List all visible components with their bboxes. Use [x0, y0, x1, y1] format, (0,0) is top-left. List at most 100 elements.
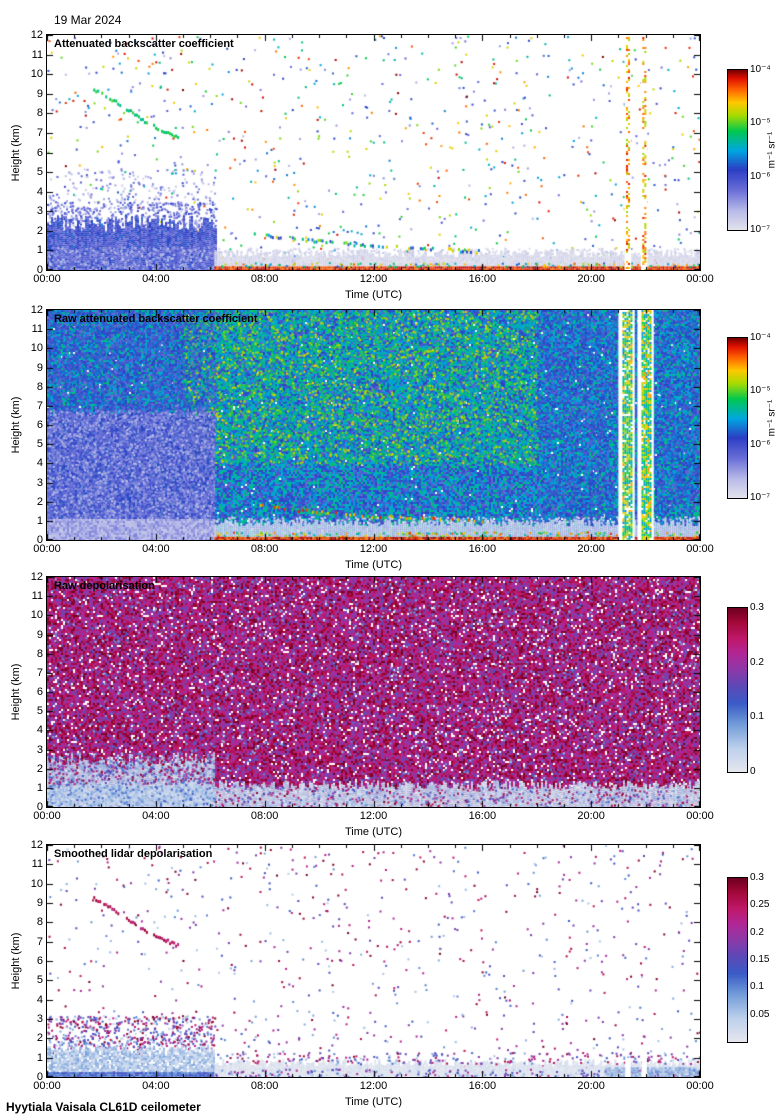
- panel-4-x-tick-5: 20:00: [577, 1080, 605, 1092]
- panel-3-y-tick-3: 3: [36, 743, 43, 756]
- panel-4-y-tick-2: 2: [36, 1032, 43, 1045]
- panel-4-y-tick-5: 5: [36, 974, 43, 987]
- panel-1-y-tick-10: 10: [30, 68, 43, 81]
- panel-4-x-tick-2: 08:00: [250, 1080, 279, 1092]
- panel-1-colorbar: [727, 69, 748, 231]
- panel-2-y-tick-5: 5: [36, 438, 43, 451]
- panel-4-y-tick-1: 1: [36, 1051, 43, 1064]
- panel-4-x-tick-6: 00:00: [686, 1080, 714, 1092]
- panel-1-y-tick-11: 11: [31, 48, 43, 61]
- panel-2-x-axis-label: Time (UTC): [344, 559, 403, 571]
- panel-1-colorbar-tick-3: 10⁻⁷: [750, 224, 771, 235]
- panel-4-y-tick-7: 7: [36, 935, 43, 948]
- panel-2-x-tick-1: 04:00: [142, 543, 170, 555]
- panel-3-y-tick-0: 0: [36, 801, 43, 813]
- panel-2-y-tick-8: 8: [36, 380, 43, 393]
- panel-2-x-tick-0: 00:00: [33, 543, 61, 555]
- panel-4-colorbar-tick-0: 0.3: [750, 872, 764, 883]
- panel-3-heatmap: [46, 576, 701, 808]
- panel-3-y-tick-1: 1: [36, 781, 43, 794]
- panel-1-y-tick-1: 1: [36, 244, 43, 257]
- panel-3-title: Raw depolarisation: [54, 580, 155, 592]
- panel-2-heatmap: [46, 309, 701, 541]
- panel-2-y-tick-2: 2: [36, 495, 43, 508]
- panel-2-x-tick-4: 16:00: [468, 543, 497, 555]
- panel-4-colorbar-tick-5: 0.05: [750, 1008, 770, 1020]
- panel-1-y-tick-6: 6: [36, 146, 43, 159]
- panel-2-y-tick-3: 3: [36, 476, 43, 489]
- panel-3-x-tick-3: 12:00: [359, 810, 388, 822]
- panel-3-x-tick-5: 20:00: [577, 810, 605, 822]
- panel-2-y-tick-9: 9: [36, 361, 43, 374]
- panel-3-x-tick-2: 08:00: [250, 810, 279, 822]
- panel-3-colorbar-tick-3: 0: [750, 766, 756, 777]
- panel-1-y-tick-9: 9: [36, 87, 43, 100]
- panel-1-y-tick-0: 0: [36, 264, 43, 276]
- panel-4-x-tick-0: 00:00: [33, 1080, 61, 1092]
- panel-4-y-tick-12: 12: [30, 839, 43, 851]
- panel-4-x-tick-4: 16:00: [468, 1080, 497, 1092]
- panel-2-x-tick-5: 20:00: [577, 543, 605, 555]
- panel-2-colorbar-tick-0: 10⁻⁴: [750, 332, 771, 343]
- panel-3-y-tick-11: 11: [31, 590, 43, 603]
- panel-1-x-axis-label: Time (UTC): [344, 289, 403, 301]
- panel-4-colorbar-tick-4: 0.1: [750, 981, 764, 993]
- panel-1-y-tick-3: 3: [36, 205, 43, 218]
- panel-1-x-tick-4: 16:00: [468, 273, 497, 285]
- panel-4-x-tick-3: 12:00: [359, 1080, 388, 1092]
- panel-4-colorbar-tick-3: 0.15: [750, 954, 770, 965]
- panel-4-y-tick-10: 10: [30, 877, 43, 890]
- panel-2-y-tick-7: 7: [36, 399, 43, 412]
- panel-3-colorbar: [727, 607, 748, 773]
- panel-2-colorbar-tick-1: 10⁻⁵: [750, 385, 771, 397]
- panel-4-y-tick-3: 3: [36, 1013, 43, 1025]
- panel-1-x-tick-2: 08:00: [250, 273, 279, 285]
- panel-4-y-tick-9: 9: [36, 897, 43, 909]
- panel-4-y-tick-0: 0: [36, 1071, 43, 1083]
- panel-4-heatmap: [46, 844, 701, 1078]
- panel-2-title: Raw attenuated backscatter coefficient: [54, 313, 258, 325]
- panel-2-y-tick-10: 10: [30, 342, 43, 355]
- panel-1-x-tick-1: 04:00: [142, 273, 170, 285]
- panel-3-x-axis-label: Time (UTC): [344, 826, 403, 838]
- panel-3-colorbar-tick-0: 0.3: [750, 602, 764, 613]
- panel-3-x-tick-4: 16:00: [468, 810, 497, 822]
- panel-1-y-tick-7: 7: [36, 126, 43, 139]
- panel-4-y-tick-6: 6: [36, 955, 43, 967]
- panel-1-colorbar-tick-1: 10⁻⁵: [750, 117, 771, 129]
- panel-2-x-tick-6: 00:00: [686, 543, 714, 555]
- panel-4-y-tick-8: 8: [36, 916, 43, 929]
- panel-2-colorbar-tick-3: 10⁻⁷: [750, 492, 771, 503]
- panel-1-x-tick-5: 20:00: [577, 273, 605, 285]
- panel-2-y-tick-6: 6: [36, 419, 43, 431]
- panel-1-x-tick-6: 00:00: [686, 273, 714, 285]
- panel-4-colorbar-tick-2: 0.2: [750, 926, 764, 938]
- panel-2-y-tick-4: 4: [36, 457, 43, 470]
- panel-1-colorbar-unit: m⁻¹ sr⁻¹: [766, 131, 778, 169]
- panel-2-colorbar: [727, 337, 748, 499]
- panel-3-x-tick-6: 00:00: [686, 810, 714, 822]
- panel-1-y-tick-4: 4: [36, 185, 43, 198]
- panel-3-y-tick-7: 7: [36, 666, 43, 679]
- panel-4-y-tick-11: 11: [31, 858, 43, 871]
- panel-2-y-tick-0: 0: [36, 534, 43, 546]
- panel-1-y-tick-5: 5: [36, 166, 43, 179]
- panel-1-y-tick-8: 8: [36, 107, 43, 120]
- panel-4-colorbar-tick-1: 0.25: [750, 899, 770, 911]
- panel-2-y-tick-12: 12: [30, 304, 43, 316]
- panel-1-colorbar-tick-0: 10⁻⁴: [750, 64, 771, 75]
- panel-4-x-tick-1: 04:00: [142, 1080, 170, 1092]
- panel-4-x-axis-label: Time (UTC): [344, 1096, 403, 1108]
- panel-1-x-tick-0: 00:00: [33, 273, 61, 285]
- panel-3-x-tick-0: 00:00: [33, 810, 61, 822]
- panel-2-y-tick-11: 11: [31, 323, 43, 336]
- panel-1-y-tick-2: 2: [36, 224, 43, 237]
- panel-3-y-tick-2: 2: [36, 762, 43, 775]
- panel-3-x-tick-1: 04:00: [142, 810, 170, 822]
- panel-3-colorbar-tick-2: 0.1: [750, 711, 764, 723]
- panel-3-y-tick-5: 5: [36, 705, 43, 718]
- panel-2-colorbar-unit: m⁻¹ sr⁻¹: [766, 399, 778, 437]
- panel-2-x-tick-2: 08:00: [250, 543, 279, 555]
- panel-3-y-tick-6: 6: [36, 686, 43, 698]
